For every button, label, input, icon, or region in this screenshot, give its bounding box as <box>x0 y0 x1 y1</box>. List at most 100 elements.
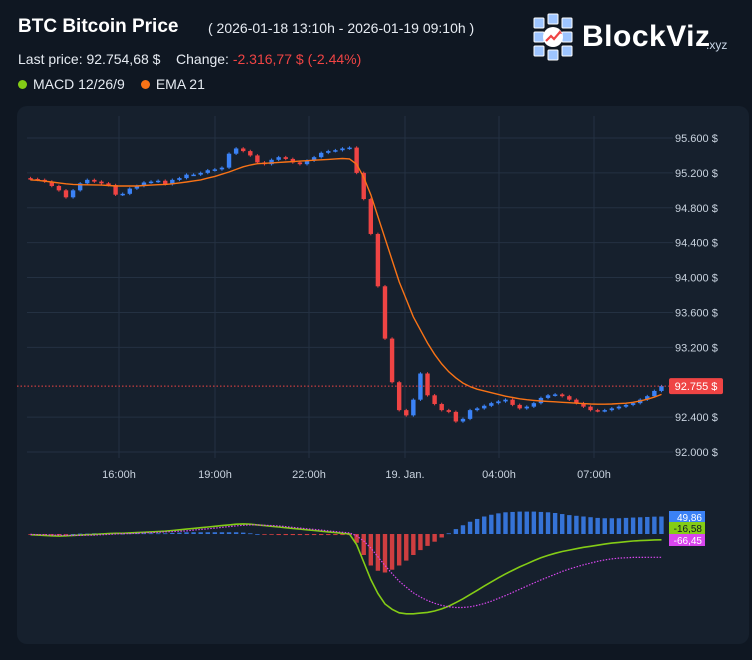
macd-histogram-bar <box>432 534 437 542</box>
macd-histogram-bar <box>290 534 296 536</box>
macd-histogram-bar <box>233 532 239 534</box>
macd-histogram-bar <box>595 517 600 534</box>
macd-histogram-bar <box>212 532 218 534</box>
candle-body <box>503 399 508 402</box>
candle-body <box>283 157 288 159</box>
candle-body <box>389 338 395 383</box>
macd-histogram-bar <box>467 521 473 534</box>
macd-histogram-bar <box>368 534 374 566</box>
macd-histogram-bar <box>503 512 508 534</box>
candle-body <box>545 395 551 398</box>
macd-histogram-bar <box>545 512 551 534</box>
macd-histogram-bar <box>446 533 451 535</box>
y-tick-label: 94.400 $ <box>675 238 718 250</box>
macd-histogram-bar <box>581 516 586 534</box>
legend-label-ema: EMA 21 <box>155 76 205 92</box>
candle-body <box>304 160 310 165</box>
y-tick-label: 92.000 $ <box>675 447 718 459</box>
candle-body <box>226 153 232 168</box>
candle-body <box>141 182 147 186</box>
candle-body <box>574 399 579 404</box>
y-tick-label: 92.400 $ <box>675 412 718 424</box>
candle-body <box>552 394 558 396</box>
candle-body <box>396 382 402 411</box>
macd-histogram-bar <box>609 518 615 534</box>
logo-name: BlockViz <box>582 20 711 53</box>
candle-body <box>623 404 629 407</box>
candle-body <box>134 185 140 189</box>
candle-body <box>56 185 62 191</box>
macd-histogram-bar <box>63 534 69 535</box>
macd-histogram-bar <box>517 511 522 534</box>
x-tick-label: 16:00h <box>102 469 136 481</box>
candle-body <box>510 399 515 405</box>
candle-body <box>177 178 182 180</box>
macd-histogram-bar <box>474 518 480 534</box>
y-tick-label: 95.200 $ <box>675 168 718 180</box>
macd-histogram-bar <box>574 515 579 534</box>
macd-line <box>30 523 662 615</box>
macd-histogram-bar <box>623 517 629 534</box>
legend-item-macd[interactable]: MACD 12/26/9 <box>18 76 125 92</box>
candle-body <box>198 172 203 175</box>
legend: MACD 12/26/9 EMA 21 <box>18 76 205 92</box>
macd-histogram-bar <box>453 529 459 534</box>
macd-histogram-bar <box>340 534 345 536</box>
candle-body <box>489 403 494 406</box>
candle-body <box>127 188 132 194</box>
macd-axis-tag-label: -16,58 <box>674 524 703 535</box>
macd-histogram-bar <box>354 534 359 543</box>
candle-body <box>517 404 522 409</box>
candle-body <box>446 410 451 412</box>
candle-body <box>212 169 218 171</box>
candle-body <box>106 183 111 186</box>
candle-body <box>290 158 296 163</box>
candle-body <box>318 152 324 158</box>
candle-body <box>567 396 572 400</box>
macd-histogram-bar <box>552 513 558 534</box>
macd-histogram-bar <box>326 534 331 536</box>
macd-histogram-bar <box>49 534 55 535</box>
macd-histogram-bar <box>262 534 267 535</box>
candle-body <box>255 155 260 163</box>
candle-body <box>460 418 466 422</box>
candle-body <box>233 148 239 154</box>
macd-histogram-bar <box>652 516 657 534</box>
candle-body <box>645 396 650 400</box>
legend-item-ema[interactable]: EMA 21 <box>140 76 205 92</box>
candle-body <box>99 181 104 184</box>
candle-body <box>49 181 55 186</box>
macd-histogram-bar <box>276 534 281 536</box>
candle-body <box>616 406 622 409</box>
blockviz-logo[interactable]: BlockViz .xyz <box>528 12 738 62</box>
macd-axis-tag-label: -66,45 <box>674 536 703 547</box>
macd-histogram-bar <box>70 534 76 535</box>
candle-body <box>361 172 366 200</box>
candle-body <box>432 395 437 405</box>
candle-body <box>28 178 33 180</box>
candle-body <box>205 170 210 173</box>
macd-histogram-bar <box>361 534 366 555</box>
logo-cubes-icon <box>533 13 573 61</box>
legend-label-macd: MACD 12/26/9 <box>33 76 125 92</box>
candle-body <box>163 180 168 185</box>
candle-body <box>340 148 345 151</box>
macd-histogram-bar <box>524 511 529 534</box>
macd-histogram-bar <box>318 534 324 536</box>
date-range: ( 2026-01-18 13:10h - 2026-01-19 09:10h … <box>208 20 475 36</box>
price-chart[interactable]: 95.600 $ 95.200 $ 94.800 $ 94.400 $ 94.000 $… <box>17 106 749 644</box>
macd-histogram-bar <box>496 513 501 534</box>
candle-body <box>482 405 487 409</box>
candle-body <box>595 410 600 412</box>
candle-body <box>560 394 565 397</box>
macd-histogram-bar <box>141 533 147 535</box>
candle-body <box>588 406 593 411</box>
candle-body <box>425 373 430 396</box>
macd-histogram-bar <box>297 534 303 536</box>
last-price-tag-label: 92.755 $ <box>675 381 718 393</box>
candle-body <box>276 157 281 160</box>
candle-body <box>609 408 615 411</box>
macd-histogram-bar <box>311 534 317 536</box>
macd-histogram-bar <box>42 534 47 535</box>
macd-histogram-bar <box>659 516 664 534</box>
